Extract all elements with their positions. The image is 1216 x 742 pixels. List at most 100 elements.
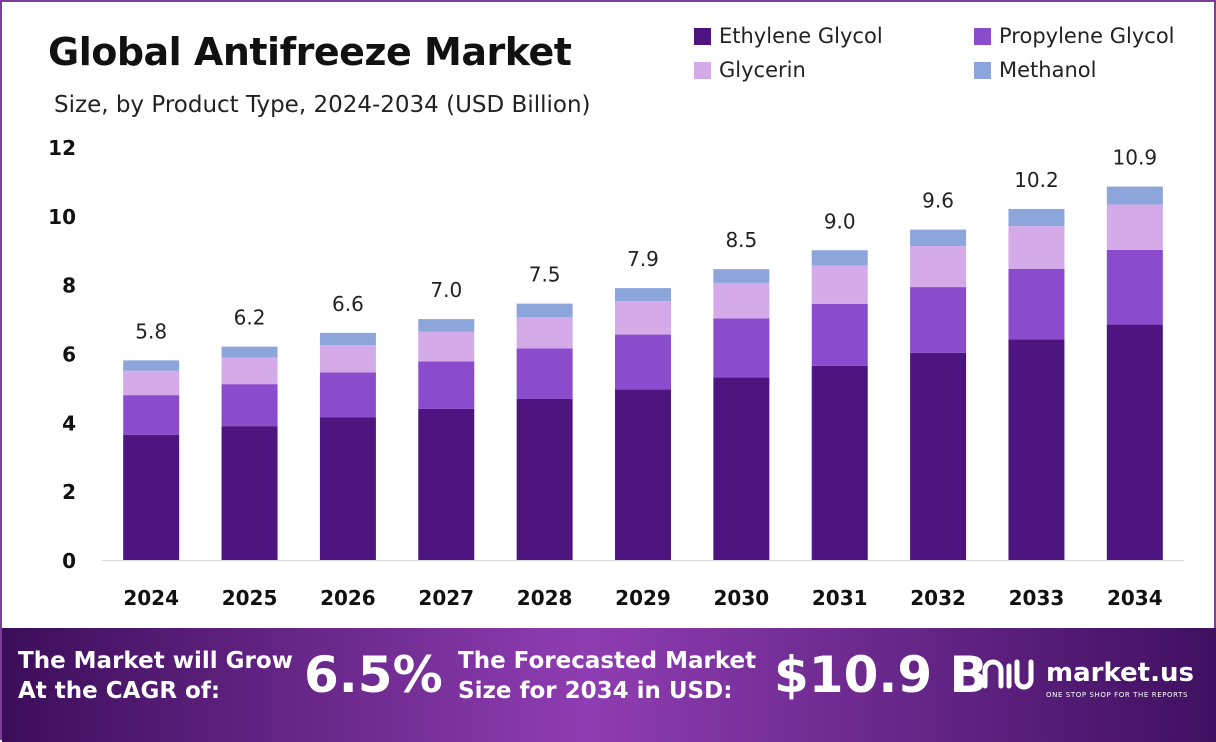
cagr-caption-line2: At the CAGR of: xyxy=(18,678,221,704)
legend-item-glycerin: Glycerin xyxy=(694,58,806,82)
bar-segment xyxy=(1106,324,1163,560)
logo-wordmark: market.us xyxy=(1046,658,1194,688)
bar-segment xyxy=(1008,226,1065,269)
cagr-caption: The Market will Grow At the CAGR of: xyxy=(18,646,293,706)
legend-item-propylene-glycol: Propylene Glycol xyxy=(974,24,1175,48)
legend-item-methanol: Methanol xyxy=(974,58,1096,82)
x-tick-label: 2028 xyxy=(517,586,573,610)
bar-segment xyxy=(123,434,180,560)
data-label: 6.2 xyxy=(234,306,266,330)
bar-segment xyxy=(221,384,278,427)
data-label: 10.2 xyxy=(1014,168,1059,192)
bar-segment xyxy=(1008,268,1065,340)
bar-segment xyxy=(615,288,671,302)
bar-segment xyxy=(1008,339,1065,560)
forecast-caption-line2: Size for 2034 in USD: xyxy=(458,678,733,704)
bar-segment xyxy=(516,398,573,560)
x-tick-label: 2024 xyxy=(123,586,179,610)
chart-title: Global Antifreeze Market xyxy=(48,30,572,74)
y-tick-label: 4 xyxy=(62,411,76,435)
bar-segment xyxy=(713,377,770,560)
y-tick-label: 8 xyxy=(62,274,76,298)
bar-segment xyxy=(418,408,475,560)
bar-segment xyxy=(615,301,671,335)
forecast-value: $10.9 B xyxy=(774,646,988,704)
forecast-caption: The Forecasted Market Size for 2034 in U… xyxy=(458,646,756,706)
data-label: 6.6 xyxy=(332,292,364,316)
legend-swatch xyxy=(694,61,711,79)
data-label: 8.5 xyxy=(725,228,757,252)
bar-segment xyxy=(123,395,180,435)
bar-segment xyxy=(221,426,278,560)
y-tick-label: 12 xyxy=(48,136,76,160)
y-tick-label: 10 xyxy=(48,205,76,229)
footer-banner: The Market will Grow At the CAGR of: 6.5… xyxy=(2,628,1216,742)
bar-segment xyxy=(910,352,967,560)
bar-segment xyxy=(319,417,376,560)
cagr-value: 6.5% xyxy=(304,646,443,704)
chart-legend: Ethylene Glycol Propylene Glycol Glyceri… xyxy=(694,22,1204,94)
x-tick-label: 2033 xyxy=(1009,586,1065,610)
x-tick-label: 2030 xyxy=(714,586,770,610)
marketus-logo-icon xyxy=(982,659,1034,690)
stacked-bar-chart: 0 2 4 6 8 10 12 5.8 2024 6.2 2025 6.6 2026 7.0 2027 7.5… xyxy=(48,136,1184,610)
bar-segment xyxy=(516,303,573,318)
bar-segment xyxy=(221,346,278,358)
x-tick-label: 2034 xyxy=(1107,586,1163,610)
bar-segment xyxy=(1106,186,1163,205)
bar-segment xyxy=(615,334,671,390)
bar-segment xyxy=(123,360,180,371)
x-tick-label: 2026 xyxy=(320,586,376,610)
bar-segment xyxy=(713,318,770,378)
legend-label: Ethylene Glycol xyxy=(719,24,883,48)
data-label: 9.0 xyxy=(824,209,856,233)
legend-item-ethylene-glycol: Ethylene Glycol xyxy=(694,24,883,48)
data-label: 5.8 xyxy=(135,319,167,343)
bar-segment xyxy=(1106,204,1163,250)
y-tick-label: 6 xyxy=(62,343,76,367)
x-tick-label: 2029 xyxy=(615,586,671,610)
x-tick-label: 2031 xyxy=(812,586,868,610)
bar-segment xyxy=(418,319,475,332)
legend-swatch xyxy=(694,27,711,45)
y-tick-label: 0 xyxy=(62,549,76,573)
bar-segment xyxy=(811,303,868,366)
bar-segment xyxy=(1008,208,1065,227)
bar-segment xyxy=(319,345,376,373)
logo-tagline: ONE STOP SHOP FOR THE REPORTS xyxy=(1046,691,1189,699)
bar-segment xyxy=(516,317,573,349)
bar-segment xyxy=(418,361,475,409)
bar-segment xyxy=(516,348,573,399)
bar-segment xyxy=(319,372,376,418)
bar-segment xyxy=(910,287,967,353)
bar-segment xyxy=(123,370,180,396)
bar-segment xyxy=(811,365,868,560)
bar-segment xyxy=(713,269,770,283)
data-label: 9.6 xyxy=(922,189,954,213)
bar-segment xyxy=(319,332,376,346)
bar-segment xyxy=(713,282,770,319)
forecast-caption-line1: The Forecasted Market xyxy=(458,648,757,674)
data-label: 7.0 xyxy=(430,278,462,302)
bar-segment xyxy=(811,250,868,266)
legend-label: Propylene Glycol xyxy=(999,24,1175,48)
bar-segment xyxy=(418,331,475,362)
x-tick-label: 2032 xyxy=(910,586,966,610)
data-label: 10.9 xyxy=(1113,146,1158,170)
marketus-logo: market.us ONE STOP SHOP FOR THE REPORTS xyxy=(982,656,1194,699)
x-tick-label: 2027 xyxy=(418,586,474,610)
data-label: 7.5 xyxy=(529,263,561,287)
legend-swatch xyxy=(974,61,991,79)
legend-label: Methanol xyxy=(999,58,1097,82)
legend-label: Glycerin xyxy=(719,58,806,82)
cagr-caption-line1: The Market will Grow xyxy=(18,648,293,674)
data-label: 7.9 xyxy=(627,247,659,271)
legend-swatch xyxy=(974,27,991,45)
bar-segment xyxy=(910,229,967,247)
bar-segment xyxy=(811,265,868,304)
y-tick-label: 2 xyxy=(62,480,76,504)
bar-segment xyxy=(221,357,278,385)
bar-segment xyxy=(1106,249,1163,325)
x-tick-label: 2025 xyxy=(222,586,278,610)
